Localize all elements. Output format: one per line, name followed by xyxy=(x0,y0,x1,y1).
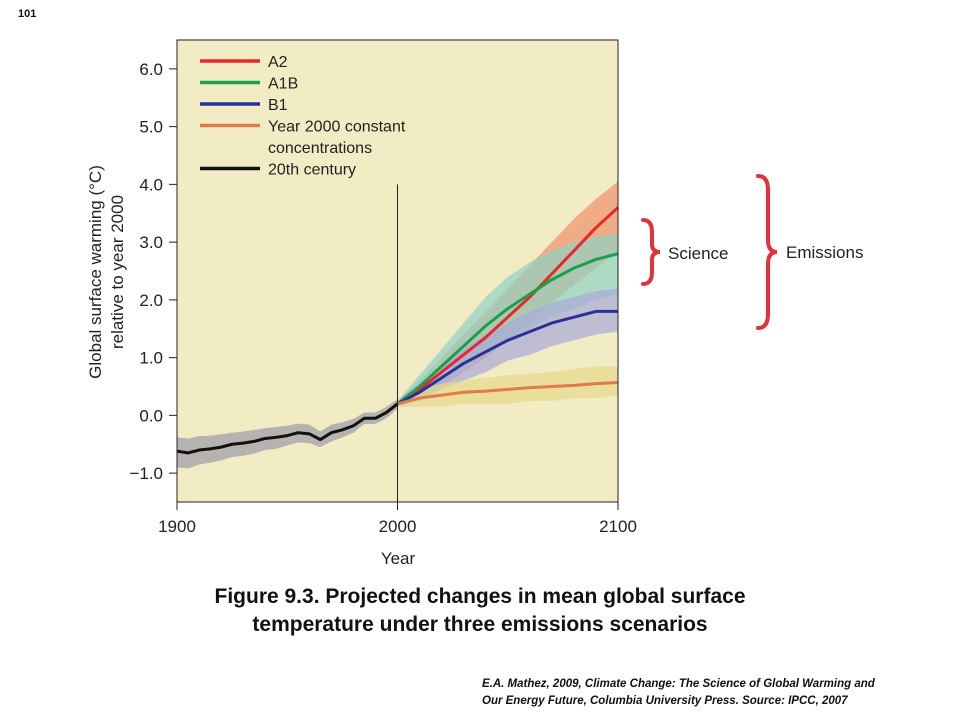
emissions-label: Emissions xyxy=(786,243,863,262)
legend-label-a2: A2 xyxy=(268,54,288,71)
x-axis-ticks: 1900 2000 2100 xyxy=(158,502,637,536)
y-tick-label: 4.0 xyxy=(139,175,163,194)
y-tick-label: 6.0 xyxy=(139,60,163,79)
caption-line-1: Figure 9.3. Projected changes in mean gl… xyxy=(214,585,746,608)
y-tick-label: 2.0 xyxy=(139,291,163,310)
temperature-chart: −1.0 0.0 1.0 2.0 3.0 4.0 5.0 6.0 1900 2000 2100 Y… xyxy=(86,39,863,568)
x-tick-label: 1900 xyxy=(158,517,196,536)
band-year-2000-constant xyxy=(397,366,618,407)
y-axis-label-line2: relative to year 2000 xyxy=(108,195,127,349)
band-b1 xyxy=(397,288,618,407)
y-tick-label: −1.0 xyxy=(129,464,163,483)
y-tick-label: 5.0 xyxy=(139,118,163,137)
legend-label-year-2000-constant: Year 2000 constant xyxy=(268,119,406,136)
legend-label-b1: B1 xyxy=(268,97,288,114)
band-20th-century xyxy=(177,399,398,469)
y-tick-label: 3.0 xyxy=(139,233,163,252)
line-a1b xyxy=(396,252,619,406)
y-tick-label: 0.0 xyxy=(139,406,163,425)
legend-label-a1b: A1B xyxy=(268,76,298,93)
legend-label-concentrations: concentrations xyxy=(268,140,372,157)
science-bracket xyxy=(641,218,661,286)
x-tick-label: 2100 xyxy=(599,517,637,536)
citation-line-1: E.A. Mathez, 2009, Climate Change: The S… xyxy=(482,678,875,690)
y-axis-ticks: −1.0 0.0 1.0 2.0 3.0 4.0 5.0 6.0 xyxy=(129,60,177,483)
y-axis-label-line1: Global surface warming (°C) xyxy=(86,165,105,379)
legend-label-20th-century: 20th century xyxy=(268,162,356,179)
line-year-2000-constant xyxy=(397,380,619,406)
y-tick-label: 1.0 xyxy=(139,349,163,368)
series-lines xyxy=(176,206,620,455)
x-axis-label: Year xyxy=(381,549,416,568)
caption-line-2: temperature under three emissions scenar… xyxy=(252,613,708,636)
legend: A2 A1B B1 Year 2000 constant concentrations 2… xyxy=(200,54,406,179)
emissions-bracket xyxy=(756,174,778,330)
source-citation: E.A. Mathez, 2009, Climate Change: The S… xyxy=(482,676,952,710)
science-label: Science xyxy=(668,244,728,263)
slide-number: 101 xyxy=(18,8,37,20)
line-b1 xyxy=(396,309,618,406)
x-tick-label: 2000 xyxy=(379,517,417,536)
line-a2 xyxy=(396,206,620,406)
citation-line-2: Our Energy Future, Columbia University P… xyxy=(482,695,848,707)
line-20th-century xyxy=(176,402,399,455)
figure-caption: Figure 9.3. Projected changes in mean gl… xyxy=(0,583,960,639)
